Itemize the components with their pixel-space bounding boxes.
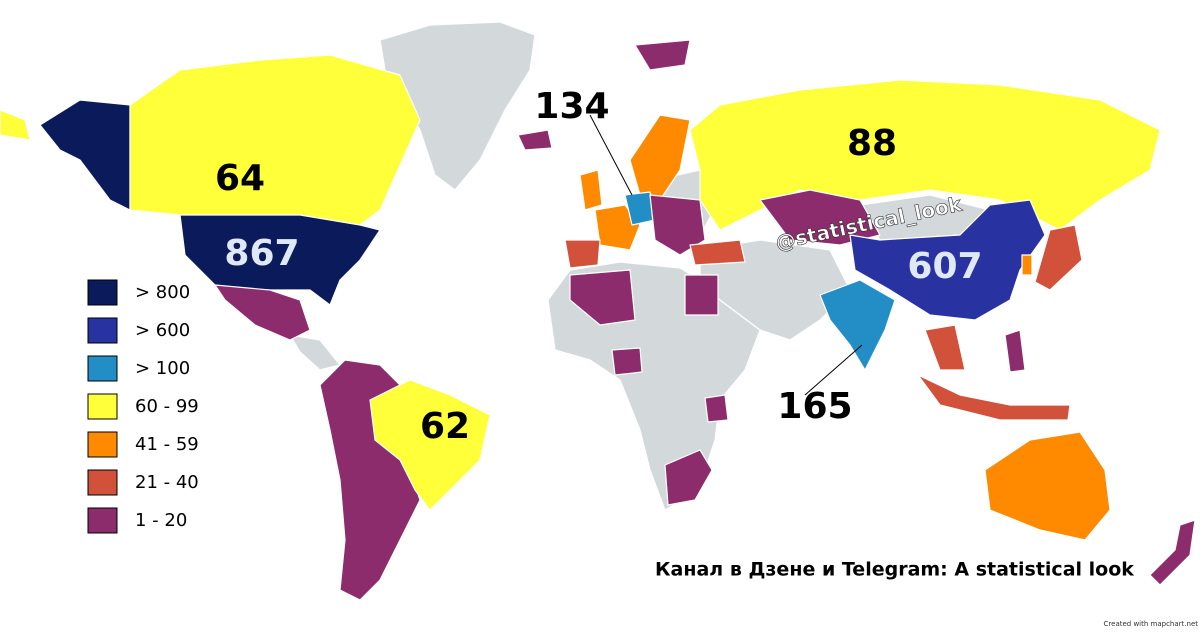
- kazakhstan: [759, 189, 881, 246]
- kenya: [704, 394, 729, 423]
- indonesia: [917, 374, 1071, 421]
- svalbard: [634, 39, 691, 71]
- legend-swatch: [87, 317, 118, 344]
- southeast-asia: [924, 324, 966, 371]
- australia: [984, 431, 1111, 541]
- map-title: Канал в Дзене и Telegram: A statistical …: [655, 559, 1134, 581]
- legend-swatch: [87, 355, 118, 382]
- legend-label: 21 - 40: [135, 472, 199, 493]
- legend-label: > 800: [135, 282, 190, 303]
- russia: [689, 79, 1161, 231]
- legend-label: > 600: [135, 320, 190, 341]
- value-label: 64: [215, 158, 265, 199]
- france: [594, 204, 641, 251]
- korea: [1021, 254, 1033, 276]
- value-label: 134: [534, 86, 609, 127]
- central-america: [289, 334, 341, 371]
- leader-line: [589, 114, 633, 196]
- legend: > 800 > 600 > 100 60 - 99 41 - 59 21 - 40 1 - …: [87, 279, 199, 534]
- legend-swatch: [87, 469, 118, 496]
- value-label: 867: [224, 233, 299, 274]
- west-alaska-strip: [0, 109, 31, 141]
- new-zealand: [1149, 519, 1196, 586]
- value-label: 88: [847, 123, 897, 164]
- legend-label: > 100: [135, 358, 190, 379]
- credit: Created with mapchart.net: [1104, 620, 1199, 628]
- japan: [1034, 224, 1083, 291]
- africa-north: [569, 269, 636, 326]
- alaska: [39, 99, 131, 211]
- spain: [564, 239, 601, 269]
- turkey: [689, 239, 746, 266]
- uk: [579, 169, 603, 211]
- india: [819, 279, 896, 371]
- canada: [129, 54, 421, 226]
- legend-label: 1 - 20: [135, 510, 187, 531]
- legend-swatch: [87, 431, 118, 458]
- legend-swatch: [87, 507, 118, 534]
- south-africa: [664, 449, 713, 506]
- iceland: [517, 129, 553, 151]
- philippines: [1004, 329, 1026, 373]
- legend-label: 60 - 99: [135, 396, 199, 417]
- legend-swatch: [87, 279, 118, 306]
- egypt: [684, 274, 719, 316]
- brazil: [369, 379, 491, 511]
- land: [0, 21, 1196, 601]
- legend-swatch: [87, 393, 118, 420]
- value-label: 62: [420, 406, 470, 447]
- value-label: 607: [907, 246, 982, 287]
- labels: 867 607 165 134 88 64 62: [215, 86, 983, 447]
- legend-label: 41 - 59: [135, 434, 199, 455]
- value-label: 165: [777, 386, 852, 427]
- leader-line: [804, 344, 863, 396]
- mexico: [214, 284, 311, 341]
- china: [849, 199, 1046, 321]
- nigeria: [611, 347, 643, 376]
